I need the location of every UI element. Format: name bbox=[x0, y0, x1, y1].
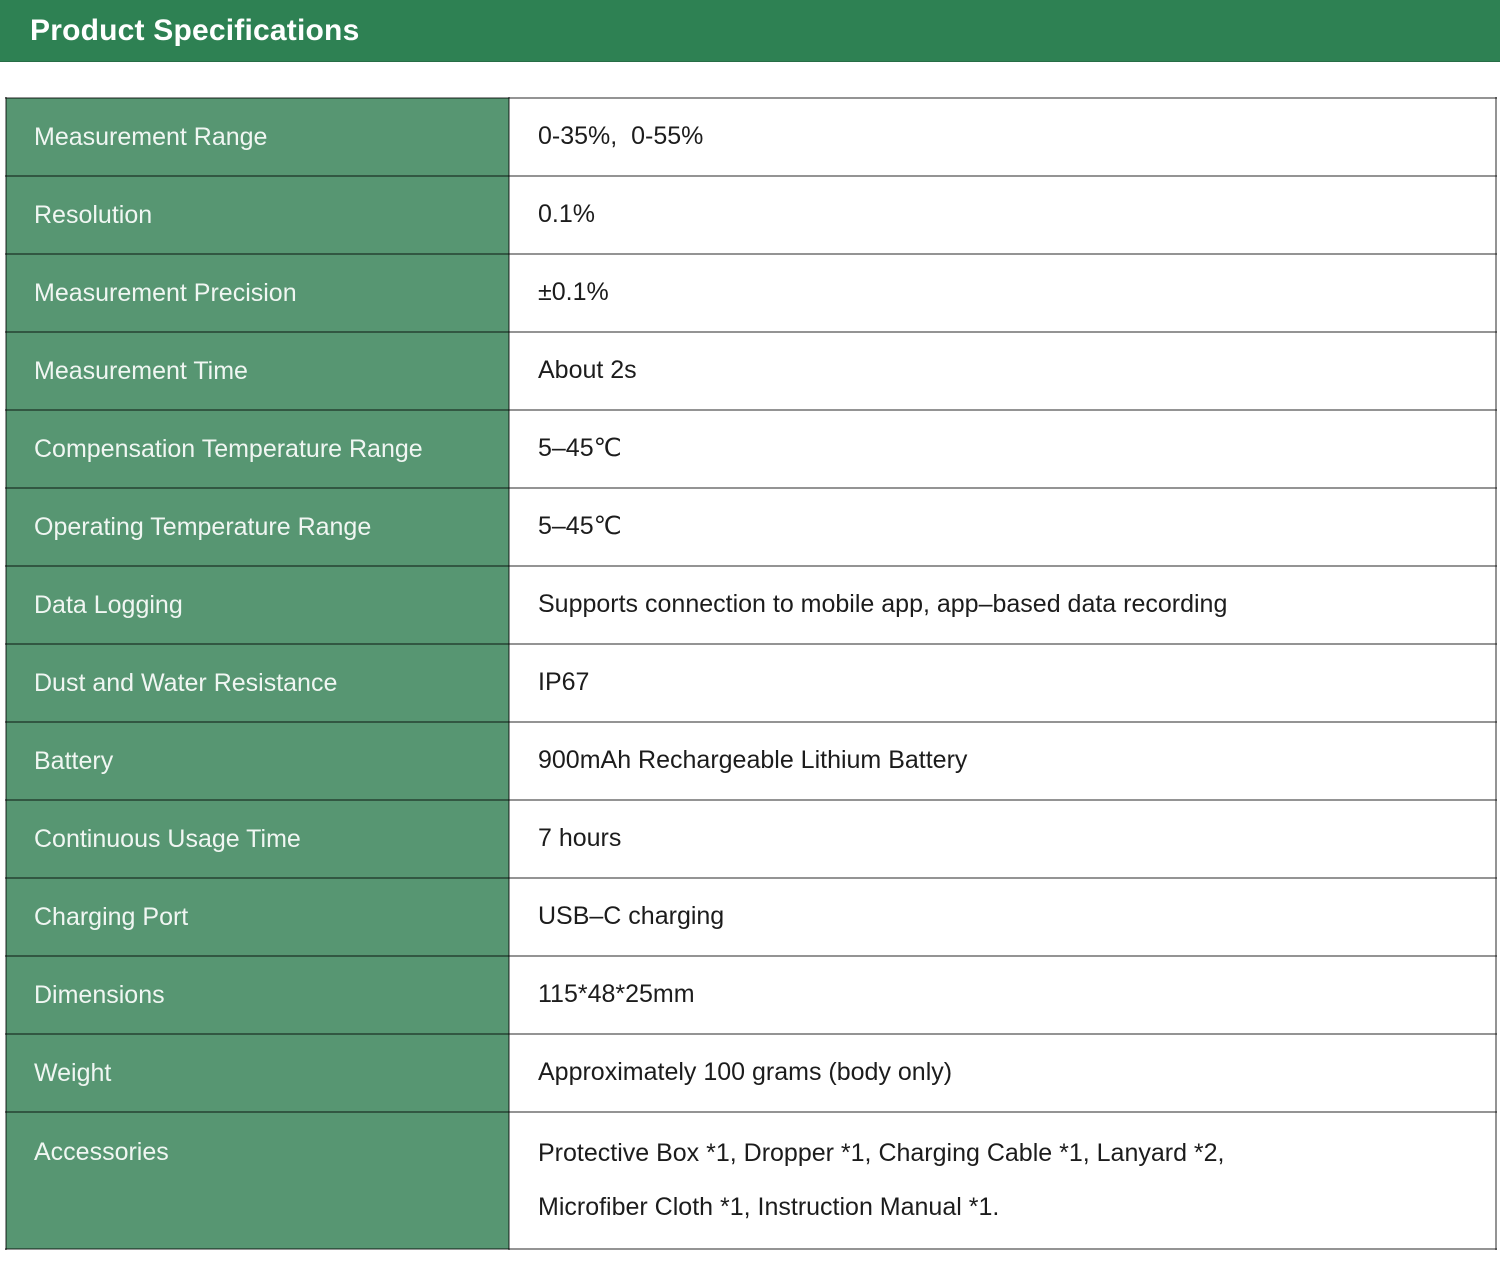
spec-table-row: Operating Temperature Range 5–45℃ bbox=[5, 487, 1497, 567]
spec-value: 0-35%, 0-55% bbox=[508, 97, 1497, 177]
spec-label: Accessories bbox=[5, 1111, 510, 1250]
spec-value: 7 hours bbox=[508, 799, 1497, 879]
spec-label: Compensation Temperature Range bbox=[5, 409, 510, 489]
spec-label: Resolution bbox=[5, 175, 510, 255]
spec-table-row: Continuous Usage Time 7 hours bbox=[5, 799, 1497, 879]
page-title: Product Specifications bbox=[30, 13, 360, 47]
spec-value: USB–C charging bbox=[508, 877, 1497, 957]
spec-value: 5–45℃ bbox=[508, 409, 1497, 489]
spec-value: About 2s bbox=[508, 331, 1497, 411]
spec-value: Protective Box *1, Dropper *1, Charging … bbox=[508, 1111, 1497, 1250]
spec-table-row: Compensation Temperature Range 5–45℃ bbox=[5, 409, 1497, 489]
spec-value: 900mAh Rechargeable Lithium Battery bbox=[508, 721, 1497, 801]
spec-table-row: Resolution 0.1% bbox=[5, 175, 1497, 255]
spec-label: Dimensions bbox=[5, 955, 510, 1035]
spec-value: 0.1% bbox=[508, 175, 1497, 255]
spec-value: Approximately 100 grams (body only) bbox=[508, 1033, 1497, 1113]
spec-label: Measurement Time bbox=[5, 331, 510, 411]
spec-value: 115*48*25mm bbox=[508, 955, 1497, 1035]
spec-table-row: Weight Approximately 100 grams (body onl… bbox=[5, 1033, 1497, 1113]
spec-label: Operating Temperature Range bbox=[5, 487, 510, 567]
spec-label: Dust and Water Resistance bbox=[5, 643, 510, 723]
spec-label: Measurement Precision bbox=[5, 253, 510, 333]
spec-label: Battery bbox=[5, 721, 510, 801]
spec-value: ±0.1% bbox=[508, 253, 1497, 333]
spec-label: Continuous Usage Time bbox=[5, 799, 510, 879]
spec-value: IP67 bbox=[508, 643, 1497, 723]
spec-table-row: Dust and Water Resistance IP67 bbox=[5, 643, 1497, 723]
spec-label: Measurement Range bbox=[5, 97, 510, 177]
spec-table-row: Measurement Time About 2s bbox=[5, 331, 1497, 411]
spec-table-row: Battery 900mAh Rechargeable Lithium Batt… bbox=[5, 721, 1497, 801]
spec-label: Weight bbox=[5, 1033, 510, 1113]
page-header: Product Specifications bbox=[0, 0, 1500, 62]
spec-label: Data Logging bbox=[5, 565, 510, 645]
spec-table-row: Measurement Range 0-35%, 0-55% bbox=[5, 97, 1497, 177]
spec-table: Measurement Range 0-35%, 0-55% Resolutio… bbox=[5, 97, 1497, 1250]
spec-table-row: Charging Port USB–C charging bbox=[5, 877, 1497, 957]
spec-label: Charging Port bbox=[5, 877, 510, 957]
spec-value: Supports connection to mobile app, app–b… bbox=[508, 565, 1497, 645]
spec-table-row: Data Logging Supports connection to mobi… bbox=[5, 565, 1497, 645]
spec-table-row: Measurement Precision ±0.1% bbox=[5, 253, 1497, 333]
spec-table-row: Dimensions 115*48*25mm bbox=[5, 955, 1497, 1035]
spec-table-row: Accessories Protective Box *1, Dropper *… bbox=[5, 1111, 1497, 1250]
spec-value: 5–45℃ bbox=[508, 487, 1497, 567]
